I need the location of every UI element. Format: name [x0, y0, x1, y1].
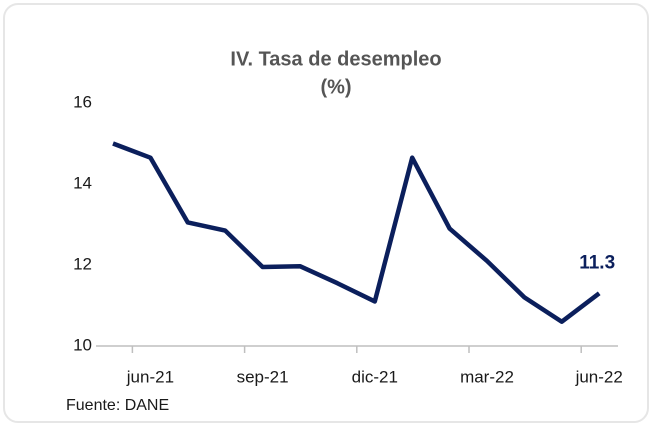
y-tick-label: 12: [73, 254, 92, 273]
line-series: [112, 141, 601, 324]
x-tick-label: dic-21: [352, 367, 398, 386]
x-tick-label: mar-22: [460, 367, 514, 386]
x-tick-label: sep-21: [237, 367, 289, 386]
y-tick-label: 14: [73, 173, 92, 192]
chart-title: IV. Tasa de desempleo: [230, 48, 441, 70]
x-tick-label: jun-22: [575, 367, 623, 386]
source: Fuente: DANE: [66, 397, 169, 414]
chart-subtitle: (%): [320, 76, 351, 98]
data-label: 11.3: [579, 252, 615, 273]
x-tick-label: jun-21: [126, 367, 174, 386]
y-tick-label: 16: [73, 92, 92, 111]
card: [3, 3, 649, 423]
y-tick-label: 10: [73, 335, 92, 354]
